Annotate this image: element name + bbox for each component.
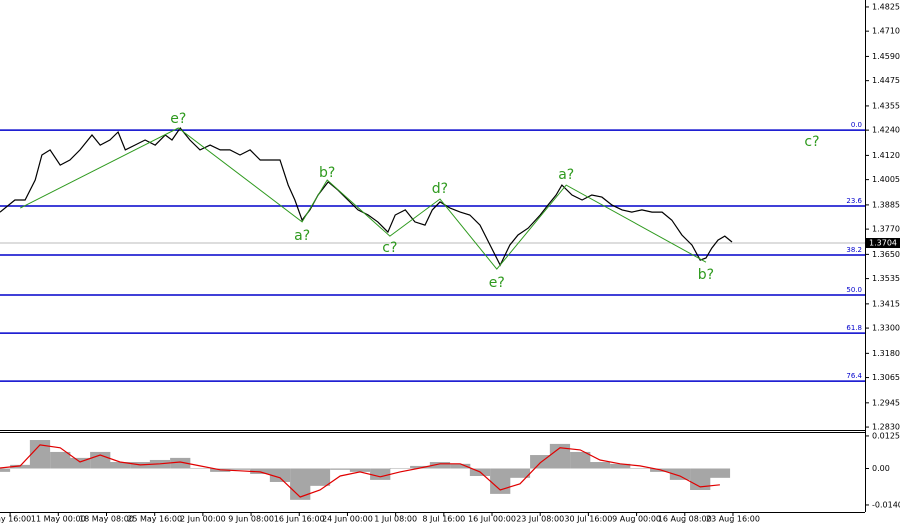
- macd-bar: [450, 463, 471, 469]
- y-tick-label: 1.3885: [872, 200, 900, 209]
- macd-bar: [589, 462, 611, 469]
- x-tick-label: 9 Aug 00:00: [612, 515, 661, 524]
- y-tick-label: 1.3415: [872, 299, 900, 308]
- y-tick-label: 0.01258: [872, 431, 900, 440]
- x-tick-label: 16 Aug 08:00: [658, 515, 712, 524]
- x-tick-label: 16 Jun 16:00: [274, 515, 325, 524]
- macd-bar: [269, 468, 291, 482]
- macd-bar: [709, 468, 731, 478]
- macd-bar: [509, 468, 531, 478]
- y-tick-label: -0.01408: [872, 500, 900, 509]
- macd-bar: [429, 462, 451, 469]
- x-tick-label: 8 Jul 16:00: [422, 515, 465, 524]
- wave-label: c?: [804, 134, 819, 150]
- x-tick-label: May 16:00: [0, 515, 31, 524]
- macd-bar: [10, 464, 31, 469]
- y-tick-label: 1.2945: [872, 398, 900, 407]
- wave-label: b?: [319, 165, 335, 181]
- x-tick-label: 25 May 16:00: [127, 515, 182, 524]
- x-tick-label: 9 Jun 08:00: [228, 515, 274, 524]
- macd-bar: [50, 451, 71, 469]
- y-tick-label: 1.3650: [872, 250, 900, 259]
- x-tick-label: 1 Jul 08:00: [374, 515, 417, 524]
- macd-bar: [229, 468, 251, 470]
- wave-label: e?: [489, 275, 505, 291]
- macd-bar: [610, 463, 631, 469]
- fib-label: 61.8: [846, 324, 862, 332]
- x-tick-label: 2 Jun 00:00: [180, 515, 226, 524]
- wave-label: a?: [294, 228, 310, 244]
- fib-label: 76.4: [846, 372, 862, 380]
- y-tick-label: 0.00: [872, 464, 890, 473]
- price-line: [0, 126, 733, 267]
- macd-bar: [349, 468, 371, 472]
- y-tick-label: 1.4475: [872, 76, 900, 85]
- y-tick-label: 1.3300: [872, 324, 900, 333]
- macd-bar: [490, 468, 511, 494]
- wave-label: e?: [170, 111, 186, 127]
- fib-label: 0.0: [851, 121, 862, 129]
- macd-bar: [109, 462, 131, 469]
- y-tick-label: 1.2830: [872, 423, 900, 432]
- fib-label: 50.0: [846, 286, 862, 294]
- x-tick-label: 30 Jul 16:00: [564, 515, 612, 524]
- macd-bar: [570, 451, 591, 469]
- y-tick-label: 1.4240: [872, 126, 900, 135]
- x-tick-label: 18 May 08:00: [79, 515, 134, 524]
- x-tick-label: 23 Jul 08:00: [516, 515, 564, 524]
- y-tick-label: 1.3770: [872, 225, 900, 234]
- macd-bar: [669, 468, 691, 480]
- macd-bar: [410, 465, 431, 469]
- fib-label: 38.2: [846, 246, 862, 254]
- x-tick-label: 23 Aug 16:00: [706, 515, 760, 524]
- wave-label: c?: [382, 240, 397, 256]
- macd-bar: [370, 468, 391, 480]
- wave-label: d?: [432, 181, 448, 197]
- macd-bar: [330, 468, 351, 470]
- y-tick-label: 1.3180: [872, 349, 900, 358]
- last-price-label: 1.3704: [869, 239, 897, 248]
- y-tick-label: 1.4825: [872, 2, 900, 11]
- y-tick-label: 1.4005: [872, 175, 900, 184]
- y-tick-label: 1.3535: [872, 274, 900, 283]
- macd-bar: [189, 467, 211, 469]
- macd-bar: [0, 468, 11, 472]
- macd-bar: [629, 467, 651, 469]
- signal-line: [0, 444, 720, 498]
- macd-bar: [549, 443, 571, 469]
- macd-bar: [29, 440, 51, 469]
- macd-bar: [69, 457, 91, 469]
- y-tick-label: 1.4710: [872, 27, 900, 36]
- y-tick-label: 1.4590: [872, 52, 900, 61]
- x-tick-label: 24 Jun 00:00: [322, 515, 373, 524]
- fib-label: 23.6: [846, 197, 862, 205]
- macd-bar: [309, 468, 331, 486]
- wave-label: a?: [558, 167, 574, 183]
- macd-bar: [170, 457, 191, 469]
- wave-label: b?: [698, 267, 714, 283]
- x-tick-label: 11 May 00:00: [31, 515, 86, 524]
- last-price-box: [866, 238, 900, 249]
- y-tick-label: 1.4355: [872, 101, 900, 110]
- macd-bar: [389, 467, 411, 469]
- macd-bar: [90, 451, 111, 469]
- macd-bar: [290, 468, 311, 500]
- macd-bar: [250, 468, 271, 474]
- wave-line: [19, 127, 707, 270]
- y-tick-label: 1.3065: [872, 373, 900, 382]
- y-tick-label: 1.4120: [872, 151, 900, 160]
- x-tick-label: 16 Jul 00:00: [468, 515, 516, 524]
